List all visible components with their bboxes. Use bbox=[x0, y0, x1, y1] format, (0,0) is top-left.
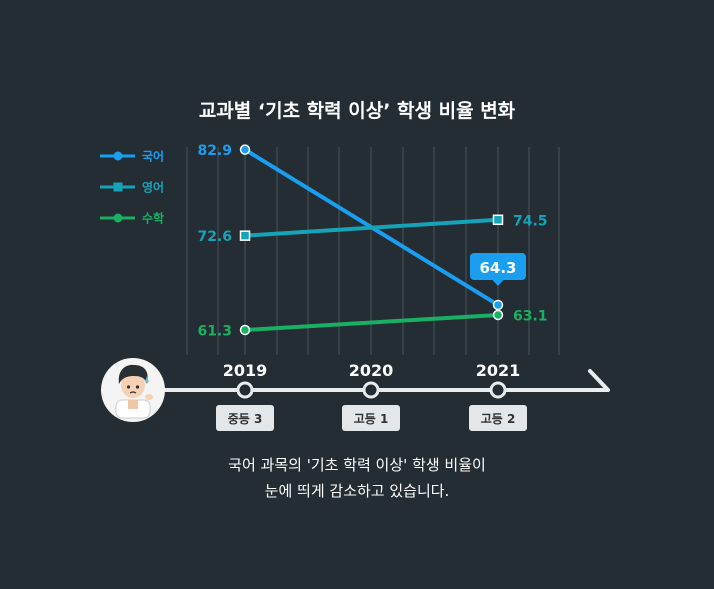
point-1-1 bbox=[492, 214, 504, 226]
avatar-neck bbox=[128, 400, 138, 409]
avatar-hair bbox=[118, 364, 148, 384]
legend-marker-2 bbox=[113, 213, 123, 223]
point-0-1 bbox=[492, 299, 504, 311]
data-label-1-0: 72.6 bbox=[197, 229, 232, 245]
year-label-2: 2021 bbox=[476, 361, 521, 380]
point-2-1 bbox=[492, 309, 504, 321]
highlight-callout bbox=[470, 252, 526, 280]
grade-label-0: 중등 3 bbox=[228, 412, 263, 426]
grade-badge-2 bbox=[469, 405, 527, 431]
caption: 국어 과목의 '기초 학력 이상' 학생 비율이 눈에 띄게 감소하고 있습니다… bbox=[0, 452, 714, 504]
year-label-0: 2019 bbox=[223, 361, 268, 380]
point-0-0 bbox=[239, 144, 251, 155]
timeline-arrowhead bbox=[588, 369, 610, 392]
avatar-sweat-drop bbox=[145, 376, 149, 382]
grade-label-2: 고등 2 bbox=[481, 412, 516, 426]
chart-title: 교과별 ‘기초 학력 이상’ 학생 비율 변화 bbox=[199, 100, 516, 122]
avatar-face bbox=[121, 372, 145, 398]
grade-label-1: 고등 1 bbox=[354, 412, 389, 426]
data-labels: 82.9 64.3 72.6 74.5 61.3 63.1 bbox=[197, 143, 547, 339]
year-node-0 bbox=[236, 381, 254, 399]
legend-label-0: 국어 bbox=[142, 149, 164, 164]
year-node-2 bbox=[489, 381, 507, 399]
data-label-0-1: 64.3 bbox=[479, 259, 516, 277]
avatar-mouth bbox=[129, 391, 137, 394]
series-line-1 bbox=[243, 217, 500, 238]
avatar-hand bbox=[145, 394, 153, 400]
year-label-1: 2020 bbox=[349, 361, 394, 380]
point-2-0 bbox=[239, 324, 251, 336]
legend-label-2: 수학 bbox=[142, 211, 164, 226]
caption-line-1: 국어 과목의 '기초 학력 이상' 학생 비율이 bbox=[228, 456, 486, 474]
grade-badge-1 bbox=[342, 405, 400, 431]
vertical-gridlines bbox=[186, 147, 560, 355]
data-label-2-1: 63.1 bbox=[513, 308, 548, 324]
series-lines bbox=[239, 144, 504, 336]
series-line-2 bbox=[243, 312, 500, 332]
year-node-1 bbox=[362, 381, 380, 399]
avatar-eye-right bbox=[135, 385, 140, 389]
legend-label-1: 영어 bbox=[142, 180, 164, 195]
student-avatar bbox=[101, 358, 165, 422]
data-label-1-1: 74.5 bbox=[513, 213, 548, 229]
legend-marker-1 bbox=[113, 182, 123, 192]
point-1-0 bbox=[239, 230, 251, 241]
data-label-0-0: 82.9 bbox=[197, 143, 232, 159]
data-label-2-0: 61.3 bbox=[197, 324, 232, 340]
grade-badge-0 bbox=[216, 405, 274, 431]
highlight-callout-pointer bbox=[492, 279, 504, 286]
caption-line-2: 눈에 띄게 감소하고 있습니다. bbox=[264, 482, 450, 500]
avatar-eye-left bbox=[126, 385, 131, 389]
timeline-axis: 2019 중등 3 2020 고등 1 2021 고등 2 bbox=[160, 361, 610, 431]
legend-marker-0 bbox=[113, 151, 123, 161]
